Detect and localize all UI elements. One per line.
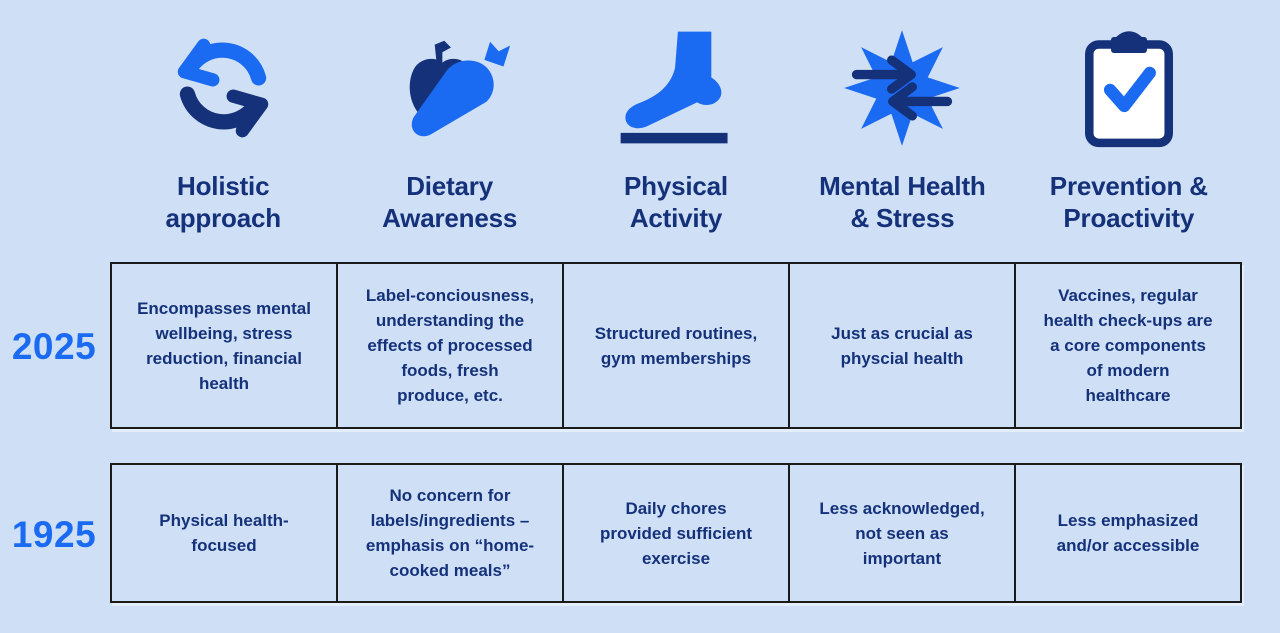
table-cell: Label-conciousness, understanding the ef… [337,263,563,428]
table-cell: Vaccines, regular health check-ups are a… [1015,263,1241,428]
apple-carrot-icon [387,18,513,158]
table-cell: Physical health- focused [111,464,337,602]
column-physical-activity: Physical Activity [563,18,789,234]
row-label-2025: 2025 [11,326,97,367]
burst-arrows-icon [840,18,964,158]
column-title: Mental Health & Stress [819,171,986,233]
cycle-icon [162,18,284,158]
column-dietary-awareness: Dietary Awareness [336,18,562,234]
column-title: Dietary Awareness [382,171,518,233]
column-prevention: Prevention & Proactivity [1016,18,1242,234]
table-cell: Daily chores provided sufficient exercis… [563,464,789,602]
table-cell: Structured routines, gym memberships [563,263,789,428]
column-holistic-approach: Holistic approach [110,18,336,234]
table-row-1925: Physical health- focused No concern for … [110,463,1242,603]
column-mental-health: Mental Health & Stress [789,18,1015,234]
table-cell: Just as crucial as physcial health [789,263,1015,428]
column-header-row: Holistic approach Dietary Awareness [110,18,1242,234]
table-cell: Less emphasized and/or accessible [1015,464,1241,602]
table-cell: No concern for labels/ingredients – emph… [337,464,563,602]
table-cell: Encompasses mental wellbeing, stress red… [111,263,337,428]
foot-icon [613,18,739,158]
column-title: Prevention & Proactivity [1049,171,1208,233]
clipboard-check-icon [1077,18,1181,158]
table-row-2025: Encompasses mental wellbeing, stress red… [110,262,1242,429]
row-label-1925: 1925 [11,514,97,555]
column-title: Holistic approach [165,171,281,233]
column-title: Physical Activity [624,171,728,233]
table-cell: Less acknowledged, not seen as important [789,464,1015,602]
